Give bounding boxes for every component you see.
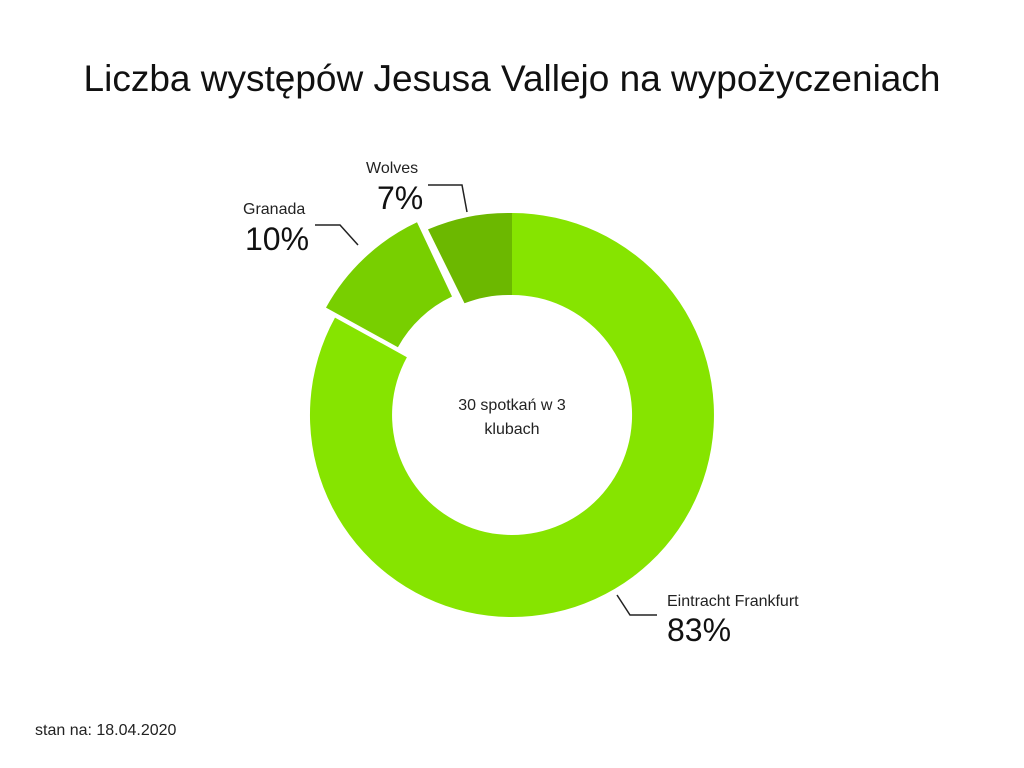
- leader-line-wolves: [428, 184, 468, 213]
- label-wolves-pct: 7%: [377, 180, 424, 216]
- label-frankfurt-name: Eintracht Frankfurt: [667, 593, 799, 610]
- slice-wolves[interactable]: [428, 212, 512, 304]
- slice-granada[interactable]: [326, 222, 452, 348]
- label-granada-pct: 10%: [245, 221, 310, 257]
- label-frankfurt-pct: 83%: [667, 612, 732, 648]
- label-wolves-name: Wolves: [366, 160, 419, 177]
- leader-line-frankfurt: [616, 594, 657, 616]
- leader-line-granada: [315, 224, 359, 246]
- donut-center-label: 30 spotkań w 3 klubach: [458, 397, 566, 438]
- label-granada-name: Granada: [243, 201, 306, 218]
- chart-title: Liczba występów Jesusa Vallejo na wypoży…: [83, 58, 941, 99]
- data-date-note: stan na: 18.04.2020: [35, 722, 177, 739]
- slice-eintracht-frankfurt[interactable]: [309, 213, 714, 617]
